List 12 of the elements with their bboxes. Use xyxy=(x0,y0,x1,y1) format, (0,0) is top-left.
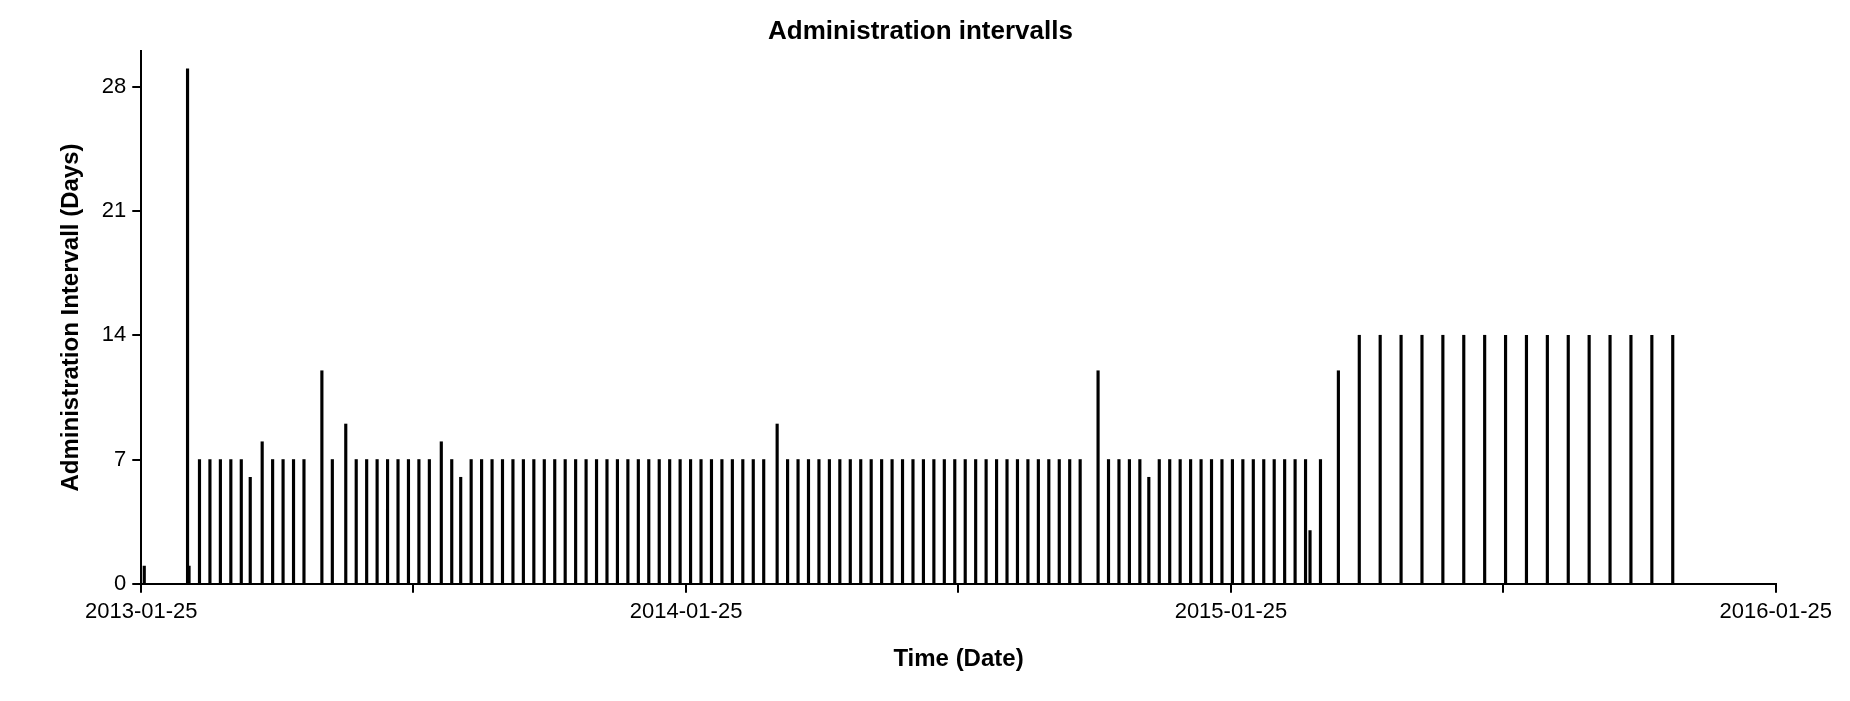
x-axis-title: Time (Date) xyxy=(893,644,1024,672)
y-tick-label: 0 xyxy=(114,569,127,595)
y-tick-label: 28 xyxy=(101,72,127,98)
x-tick-label: 2013-01-25 xyxy=(85,598,198,624)
x-tick-label: 2016-01-25 xyxy=(1719,598,1833,624)
x-tick-label: 2014-01-25 xyxy=(629,598,743,624)
y-tick-label: 21 xyxy=(101,197,127,223)
x-tick-label: 2015-01-25 xyxy=(1174,598,1288,624)
y-tick-label: 7 xyxy=(114,445,127,471)
y-axis-title: Administration Intervall (Days) xyxy=(56,143,84,492)
y-tick-label: 14 xyxy=(101,321,127,347)
chart-title: Administration intervalls xyxy=(768,14,1073,45)
